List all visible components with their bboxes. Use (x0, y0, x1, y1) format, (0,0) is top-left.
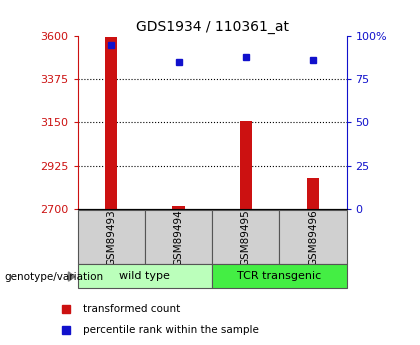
Bar (78, 210, 145, 264)
Bar (105, 37, 117, 209)
Bar (307, 178, 319, 209)
Bar (145, 210, 212, 264)
Bar (78, 264, 212, 288)
Text: transformed count: transformed count (83, 304, 180, 314)
Bar (240, 121, 252, 209)
Text: GSM89493: GSM89493 (106, 209, 116, 266)
Title: GDS1934 / 110361_at: GDS1934 / 110361_at (136, 20, 289, 34)
Bar (279, 210, 346, 264)
Text: GSM89495: GSM89495 (241, 209, 251, 266)
Text: GSM89494: GSM89494 (173, 209, 184, 266)
Text: genotype/variation: genotype/variation (4, 272, 103, 282)
Text: GSM89496: GSM89496 (308, 209, 318, 266)
Bar (173, 206, 184, 209)
Bar (212, 210, 279, 264)
Text: TCR transgenic: TCR transgenic (237, 271, 321, 281)
Text: percentile rank within the sample: percentile rank within the sample (83, 325, 259, 335)
Polygon shape (68, 272, 75, 281)
Text: wild type: wild type (119, 271, 171, 281)
Bar (212, 264, 346, 288)
